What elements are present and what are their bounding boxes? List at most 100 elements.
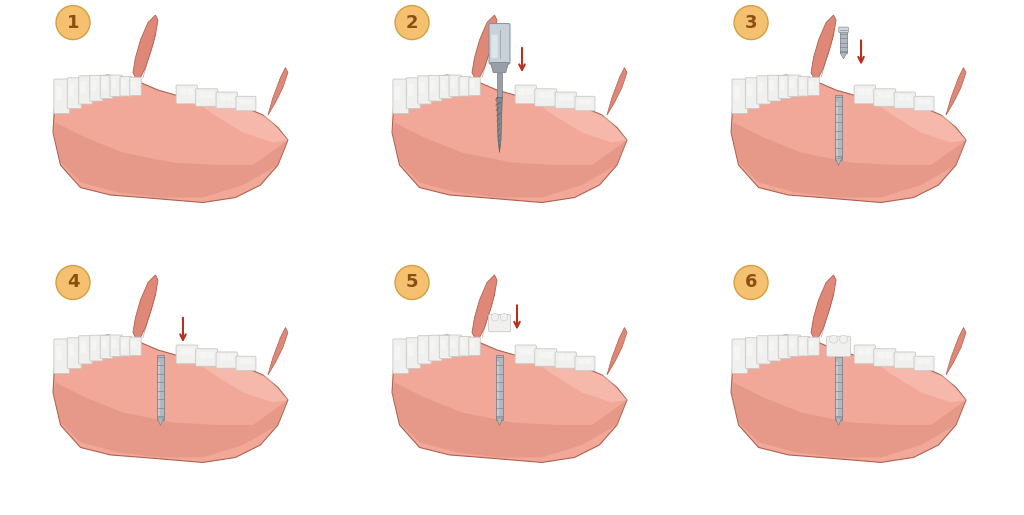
FancyBboxPatch shape: [790, 79, 795, 88]
FancyBboxPatch shape: [808, 337, 819, 355]
FancyBboxPatch shape: [407, 338, 420, 368]
FancyBboxPatch shape: [112, 79, 116, 88]
FancyBboxPatch shape: [79, 76, 92, 104]
FancyBboxPatch shape: [546, 352, 553, 358]
Polygon shape: [497, 418, 503, 425]
FancyBboxPatch shape: [759, 81, 764, 93]
FancyBboxPatch shape: [440, 80, 445, 90]
Polygon shape: [53, 75, 288, 202]
FancyBboxPatch shape: [55, 346, 61, 360]
Bar: [158, 362, 160, 418]
FancyBboxPatch shape: [769, 80, 774, 91]
FancyBboxPatch shape: [878, 352, 885, 358]
FancyBboxPatch shape: [559, 95, 565, 100]
FancyBboxPatch shape: [408, 344, 413, 356]
Circle shape: [829, 335, 838, 343]
FancyBboxPatch shape: [898, 355, 904, 360]
FancyBboxPatch shape: [839, 27, 848, 32]
Circle shape: [395, 6, 429, 40]
FancyBboxPatch shape: [800, 340, 804, 349]
FancyBboxPatch shape: [526, 348, 532, 355]
FancyBboxPatch shape: [757, 76, 770, 104]
FancyBboxPatch shape: [798, 77, 810, 96]
FancyBboxPatch shape: [865, 88, 871, 95]
FancyBboxPatch shape: [768, 335, 781, 361]
FancyBboxPatch shape: [519, 88, 525, 95]
FancyBboxPatch shape: [429, 75, 441, 101]
Polygon shape: [158, 418, 164, 425]
Polygon shape: [731, 123, 966, 198]
FancyBboxPatch shape: [788, 75, 801, 96]
Circle shape: [395, 266, 429, 300]
FancyBboxPatch shape: [120, 77, 132, 96]
Polygon shape: [198, 102, 288, 143]
FancyBboxPatch shape: [200, 352, 206, 358]
Polygon shape: [836, 158, 842, 165]
FancyBboxPatch shape: [179, 348, 186, 355]
Polygon shape: [53, 383, 288, 457]
FancyBboxPatch shape: [91, 80, 96, 91]
FancyBboxPatch shape: [440, 340, 445, 350]
FancyBboxPatch shape: [579, 99, 585, 104]
FancyBboxPatch shape: [469, 337, 480, 355]
FancyBboxPatch shape: [461, 340, 465, 349]
FancyBboxPatch shape: [216, 352, 238, 368]
FancyBboxPatch shape: [898, 95, 904, 100]
Circle shape: [734, 6, 768, 40]
Text: 1: 1: [67, 13, 79, 31]
Polygon shape: [472, 15, 497, 82]
Bar: [497, 355, 503, 420]
FancyBboxPatch shape: [925, 99, 931, 104]
FancyBboxPatch shape: [418, 336, 431, 364]
Text: 3: 3: [744, 13, 758, 31]
FancyBboxPatch shape: [539, 352, 545, 358]
FancyBboxPatch shape: [54, 339, 70, 373]
FancyBboxPatch shape: [470, 341, 474, 349]
Bar: [836, 95, 842, 160]
FancyBboxPatch shape: [100, 75, 113, 98]
FancyBboxPatch shape: [469, 77, 480, 96]
FancyBboxPatch shape: [130, 337, 141, 355]
Polygon shape: [840, 53, 847, 59]
FancyBboxPatch shape: [112, 339, 116, 348]
FancyBboxPatch shape: [826, 336, 851, 357]
FancyBboxPatch shape: [179, 88, 186, 95]
FancyBboxPatch shape: [408, 84, 413, 96]
FancyBboxPatch shape: [130, 77, 141, 96]
FancyBboxPatch shape: [176, 85, 198, 104]
FancyBboxPatch shape: [914, 96, 934, 111]
Polygon shape: [731, 383, 966, 457]
FancyBboxPatch shape: [393, 79, 409, 113]
FancyBboxPatch shape: [854, 345, 876, 364]
Bar: [158, 355, 164, 420]
Polygon shape: [392, 335, 627, 462]
FancyBboxPatch shape: [236, 96, 256, 111]
FancyBboxPatch shape: [247, 359, 253, 364]
Bar: [836, 102, 839, 158]
Polygon shape: [53, 123, 288, 198]
FancyBboxPatch shape: [790, 339, 795, 348]
FancyBboxPatch shape: [101, 80, 106, 90]
Polygon shape: [946, 328, 966, 375]
FancyBboxPatch shape: [81, 81, 85, 93]
FancyBboxPatch shape: [407, 78, 420, 109]
FancyBboxPatch shape: [492, 35, 498, 58]
FancyBboxPatch shape: [886, 92, 892, 98]
Text: 2: 2: [406, 13, 418, 31]
FancyBboxPatch shape: [101, 340, 106, 350]
FancyBboxPatch shape: [449, 335, 462, 356]
FancyBboxPatch shape: [732, 339, 748, 373]
FancyBboxPatch shape: [778, 335, 791, 358]
FancyBboxPatch shape: [745, 78, 760, 109]
FancyBboxPatch shape: [768, 75, 781, 101]
FancyBboxPatch shape: [905, 355, 911, 360]
Text: 5: 5: [406, 273, 418, 291]
Polygon shape: [198, 363, 288, 402]
Polygon shape: [133, 275, 158, 342]
Polygon shape: [392, 75, 627, 202]
FancyBboxPatch shape: [110, 335, 123, 356]
Polygon shape: [497, 97, 502, 152]
FancyBboxPatch shape: [575, 96, 595, 111]
FancyBboxPatch shape: [131, 81, 135, 89]
FancyBboxPatch shape: [69, 344, 74, 356]
